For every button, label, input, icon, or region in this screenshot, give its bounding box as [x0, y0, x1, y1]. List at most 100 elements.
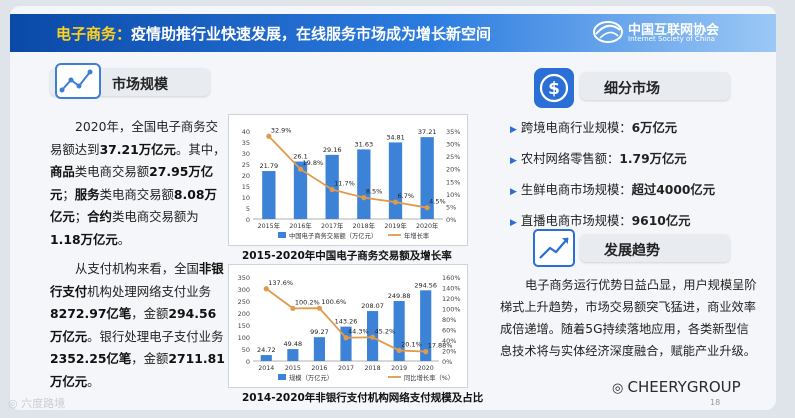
x-tick-label: 2015年 — [258, 221, 280, 230]
bar — [340, 326, 352, 361]
y-left-tick-label: 50 — [242, 346, 250, 354]
payment-chart: 0 50 100 150 200 250 300 350 0% 20% 40% 60% 80% 100% 1… — [238, 274, 461, 382]
growth-point — [396, 347, 402, 354]
y-right-tick-label: 60% — [442, 327, 456, 335]
para1-run-11: 合约 — [87, 209, 112, 224]
svg-text:$: $ — [548, 79, 560, 99]
growth-value-label: 6.7% — [398, 192, 415, 200]
legend-line-label: 同比增长率（%） — [404, 373, 454, 382]
x-tick-label: 2018年 — [353, 221, 375, 230]
x-tick-label: 2019年 — [384, 221, 406, 230]
page-number: 18 — [710, 398, 721, 407]
segment-item: ▶ 农村网络零售额：1.79万亿元 — [510, 149, 687, 167]
growth-point — [316, 305, 323, 311]
bar — [260, 355, 272, 361]
x-tick-label: 2020年 — [416, 221, 438, 230]
x-tick-label: 2020 — [418, 365, 434, 372]
y-right-tick-label: 120% — [442, 295, 461, 303]
market-scale-paragraph-2: 从支付机构来看，全国非银行支付机构处理网络支付业务8272.97亿笔，金额294… — [50, 258, 226, 393]
growth-point — [392, 199, 399, 205]
dollar-icon: $ — [534, 68, 574, 108]
bar-value-label: 31.63 — [355, 140, 374, 148]
ecommerce-chart-box: 0 5 10 15 20 25 30 35 40 0% 5% 10% 15% 20% 25% 30% 35% 21… — [228, 114, 468, 246]
bar-value-label: 49.48 — [284, 340, 303, 348]
y-left-tick-label: 350 — [238, 274, 250, 282]
para2-run-2: 机构处理网络支付业务 — [87, 283, 212, 299]
growth-point — [423, 349, 429, 355]
y-right-tick-label: 100% — [442, 306, 461, 314]
segment-value: 9610亿元 — [631, 214, 691, 228]
bullet-arrow-icon: ▶ — [510, 187, 517, 197]
y-left-tick-label: 30 — [242, 150, 250, 158]
legend-bar-label: 中国电子商务交易额（万亿元） — [289, 231, 377, 240]
x-tick-label: 2015 — [285, 365, 301, 372]
legend-bar-swatch — [278, 232, 286, 238]
payment-chart-title: 2014-2020年非银行支付机构网络支付规模及占比 — [242, 392, 484, 404]
bottom-left-watermark: ◎ 六度路境 — [8, 397, 66, 410]
y-right-tick-label: 80% — [442, 316, 456, 324]
growth-value-label: 100.6% — [321, 298, 346, 306]
growth-value-label: 20.1% — [401, 340, 422, 348]
growth-value-label: 45.2% — [375, 327, 396, 335]
growth-line — [268, 135, 428, 209]
ecommerce-chart: 0 5 10 15 20 25 30 35 40 0% 5% 10% 15% 20% 25% 30% 35% 21… — [242, 126, 461, 240]
bullet-arrow-icon: ▶ — [510, 156, 517, 166]
growth-point — [369, 334, 376, 340]
growth-value-label: 44.3% — [348, 328, 369, 336]
x-tick-label: 2017 — [338, 365, 354, 372]
x-tick-label: 2016年 — [289, 221, 311, 230]
trend-header: 发展趋势 — [580, 234, 730, 262]
para1-run-5: 27.95万亿元 — [50, 164, 214, 202]
bar-value-label: 21.79 — [260, 162, 279, 170]
payment-chart-box: 0 50 100 150 200 250 300 350 0% 20% 40% 60% 80% 100% 1… — [228, 264, 468, 388]
growth-value-label: 17.88% — [428, 342, 453, 350]
x-tick-label: 2018 — [365, 365, 381, 372]
para2-run-10: 。 — [87, 373, 100, 389]
y-right-tick-label: 160% — [442, 274, 461, 282]
x-tick-label: 2017年 — [321, 221, 343, 230]
x-tick-label: 2019 — [391, 365, 407, 372]
bar-value-label: 37.21 — [418, 128, 437, 136]
growth-value-label: 100.2% — [295, 298, 320, 306]
y-left-tick-label: 150 — [238, 322, 250, 330]
y-left-tick-label: 35 — [242, 139, 250, 147]
trend-title: 发展趋势 — [604, 243, 660, 259]
bar — [357, 149, 371, 219]
segment-item: ▶ 生鲜电商市场规模：超过4000亿元 — [510, 180, 715, 198]
growth-point — [361, 195, 367, 201]
segment-value: 6万亿元 — [631, 121, 678, 135]
growth-value-label: 137.6% — [268, 279, 293, 287]
y-left-tick-label: 20 — [242, 172, 250, 180]
growth-point — [263, 286, 269, 292]
bar — [325, 154, 339, 219]
para1-run-2: 。其中， — [175, 141, 226, 157]
y-right-tick-label: 10% — [446, 191, 460, 199]
segment-label: 农村网络零售额： — [520, 152, 620, 166]
banner-headline: 疫情助推行业快速发展，在线服务市场成为增长新空间 — [131, 25, 492, 43]
bar — [393, 301, 405, 361]
para2-run-5: 294.56万亿元 — [50, 306, 217, 344]
para1-run-10: ； — [74, 209, 88, 224]
bullet-arrow-icon: ▶ — [510, 125, 517, 135]
para2-run-3: 8272.97亿笔 — [50, 306, 132, 321]
para1-run-13: 1.18万亿元 — [50, 231, 118, 247]
logo-en-text: Internet Society of China — [628, 35, 715, 43]
isc-logo-icon — [593, 21, 623, 43]
segment-value: 超过4000亿元 — [631, 183, 716, 197]
legend-bar-label: 规模（万亿元） — [289, 373, 333, 382]
growth-value-label: 8.5% — [366, 188, 383, 196]
bar — [293, 161, 308, 219]
segments-header: 细分市场 — [580, 72, 730, 100]
bullet-arrow-icon: ▶ — [510, 218, 517, 228]
segment-label: 跨境电商行业规模： — [520, 121, 632, 135]
y-right-tick-label: 35% — [446, 128, 460, 136]
bar — [420, 290, 432, 361]
y-left-tick-label: 200 — [238, 310, 250, 318]
bar-value-label: 294.56 — [414, 281, 437, 289]
para1-run-14: 。 — [117, 231, 131, 247]
slide: 电子商务：疫情助推行业快速发展，在线服务市场成为增长新空间 中国互联网协会 In… — [10, 6, 776, 410]
growth-point — [329, 186, 335, 193]
segment-item: ▶ 跨境电商行业规模：6万亿元 — [510, 118, 677, 136]
y-left-tick-label: 15 — [242, 183, 250, 191]
market-scale-paragraph-1: 2020年，全国电子商务交易额达到37.21万亿元。其中， 商品类电商交易额27.… — [50, 116, 226, 251]
